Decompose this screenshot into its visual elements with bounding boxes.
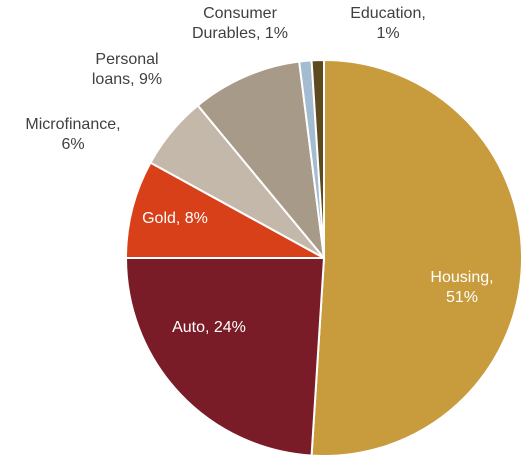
pie-label-personal-loans: Personal loans, 9% (92, 51, 162, 88)
pie-slice-education (310, 59, 325, 259)
pie-slice-gold (125, 161, 325, 259)
pie-label-education: Education, 1% (350, 5, 426, 42)
pie-slice-personal-loans (196, 60, 325, 259)
pie-slices (125, 59, 522, 457)
pie-slice-auto (125, 257, 325, 457)
pie-label-microfinance: Microfinance, 6% (25, 116, 120, 153)
pie-label-gold: Gold, 8% (142, 210, 208, 227)
pie-label-housing: Housing, 51% (430, 269, 493, 306)
pie-label-consumer-durables: Consumer Durables, 1% (192, 5, 288, 42)
pie-labels: Housing, 51% Auto, 24% Gold, 8% Microfinance… (25, 5, 493, 336)
pie-slice-housing (310, 59, 522, 457)
pie-label-auto: Auto, 24% (172, 319, 246, 336)
